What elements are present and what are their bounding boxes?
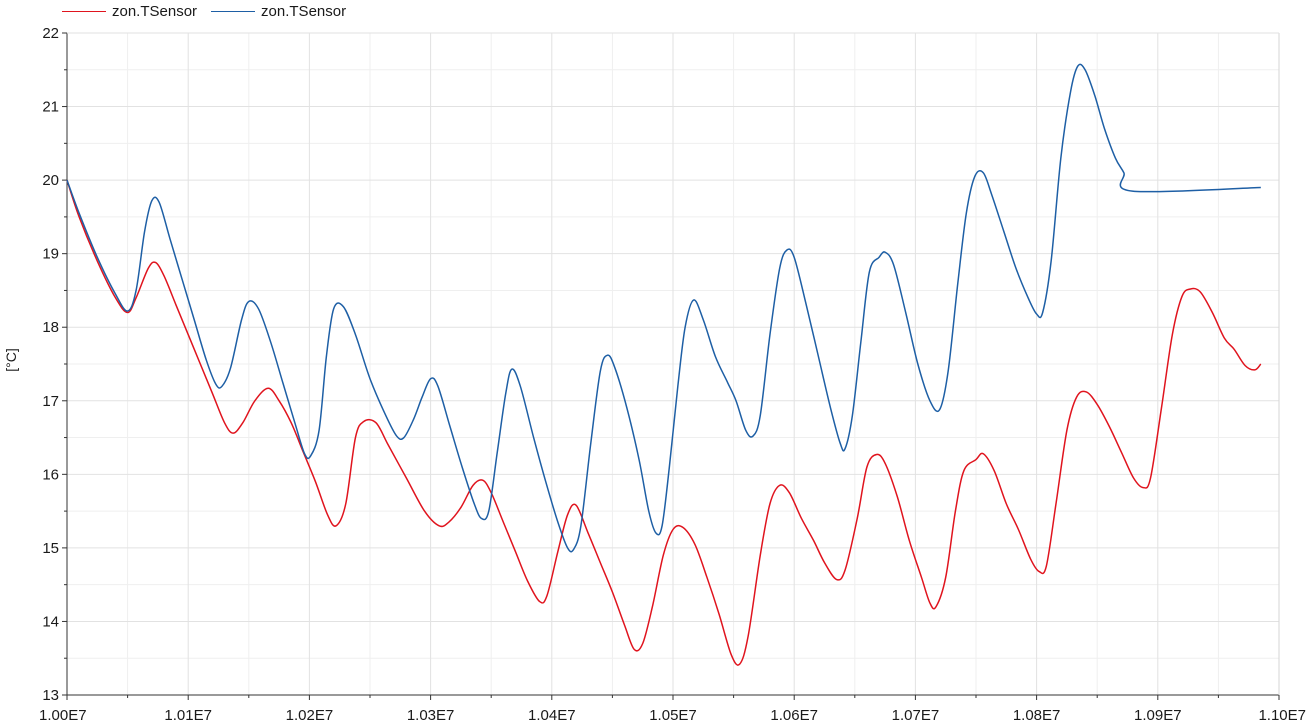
y-tick-label: 14: [42, 613, 59, 630]
x-axis-ticks: 1.00E7 1.01E7 1.02E7 1.03E7 1.04E7 1.05E7 1.06…: [39, 695, 1306, 723]
series-line-2: [66, 63, 1261, 553]
y-tick-label: 22: [42, 25, 59, 42]
y-tick-label: 18: [42, 319, 59, 336]
y-tick-label: 21: [42, 99, 59, 116]
legend-label-series-2: zon.TSensor: [261, 2, 347, 20]
x-tick-label: 1.08E7: [1013, 707, 1061, 723]
x-tick-label: 1.05E7: [649, 707, 697, 723]
x-tick-label: 1.00E7: [39, 707, 87, 723]
y-axis-label: [°C]: [3, 348, 19, 372]
legend-swatch-red: [62, 10, 106, 12]
grid-lines: [66, 32, 1280, 696]
legend-swatch-blue: [211, 10, 256, 12]
y-axis-ticks: 13 14 15 16 17 18 19 20 21 22: [42, 25, 67, 704]
legend: zon.TSensor zon.TSensor: [62, 2, 346, 20]
legend-label-series-1: zon.TSensor: [112, 2, 198, 20]
x-tick-label: 1.10E7: [1258, 707, 1306, 723]
series-layer: [66, 63, 1262, 666]
y-tick-label: 19: [42, 246, 59, 263]
y-tick-label: 17: [42, 393, 59, 410]
series-line-1: [66, 179, 1262, 666]
legend-item-series-1[interactable]: zon.TSensor: [62, 3, 197, 20]
y-tick-label: 15: [42, 540, 59, 557]
x-tick-label: 1.01E7: [164, 707, 212, 723]
y-tick-label: 20: [42, 172, 59, 189]
y-tick-label: 13: [42, 687, 59, 704]
x-tick-label: 1.02E7: [286, 707, 334, 723]
x-tick-label: 1.07E7: [892, 707, 940, 723]
x-tick-label: 1.03E7: [407, 707, 455, 723]
y-tick-label: 16: [42, 466, 59, 483]
x-tick-label: 1.09E7: [1134, 707, 1182, 723]
legend-item-series-2[interactable]: zon.TSensor: [211, 3, 346, 20]
x-tick-label: 1.04E7: [528, 707, 576, 723]
x-tick-label: 1.06E7: [770, 707, 818, 723]
